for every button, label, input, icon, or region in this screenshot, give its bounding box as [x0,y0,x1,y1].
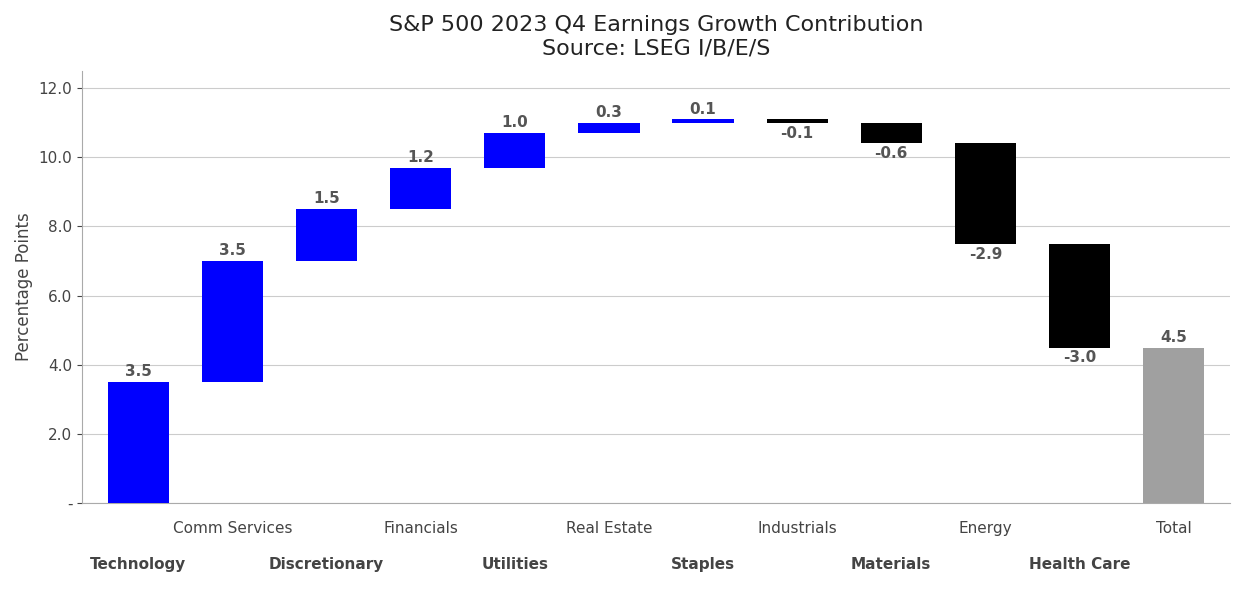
Text: Technology: Technology [91,557,187,572]
Title: S&P 500 2023 Q4 Earnings Growth Contribution
Source: LSEG I/B/E/S: S&P 500 2023 Q4 Earnings Growth Contribu… [388,15,924,58]
Text: Discretionary: Discretionary [269,557,385,572]
Text: 3.5: 3.5 [124,364,152,379]
Bar [1048,244,1111,347]
Bar [860,123,921,144]
Bar [767,119,828,123]
Bar [1143,347,1204,503]
Bar [955,144,1016,244]
Text: 0.3: 0.3 [595,105,622,120]
Text: 4.5: 4.5 [1160,329,1186,345]
Text: Utilities: Utilities [482,557,548,572]
Bar [390,168,452,209]
Text: Financials: Financials [383,521,458,536]
Bar [484,133,545,168]
Bar [672,119,733,123]
Text: 1.2: 1.2 [407,150,435,165]
Text: Industrials: Industrials [757,521,837,536]
Text: Health Care: Health Care [1028,557,1130,572]
Bar [296,209,357,261]
Bar [108,382,169,503]
Text: -3.0: -3.0 [1063,350,1096,365]
Text: -2.9: -2.9 [969,247,1002,262]
Text: Comm Services: Comm Services [173,521,293,536]
Text: 1.5: 1.5 [314,192,340,207]
Text: -0.1: -0.1 [781,126,814,141]
Text: Real Estate: Real Estate [565,521,652,536]
Text: 1.0: 1.0 [502,116,528,131]
Text: 3.5: 3.5 [219,243,247,258]
Text: Staples: Staples [671,557,735,572]
Text: Total: Total [1155,521,1191,536]
Bar [579,123,640,133]
Text: 0.1: 0.1 [690,101,716,117]
Bar [202,261,263,382]
Text: Energy: Energy [959,521,1012,536]
Text: -0.6: -0.6 [874,146,908,161]
Y-axis label: Percentage Points: Percentage Points [15,213,34,361]
Text: Materials: Materials [852,557,931,572]
